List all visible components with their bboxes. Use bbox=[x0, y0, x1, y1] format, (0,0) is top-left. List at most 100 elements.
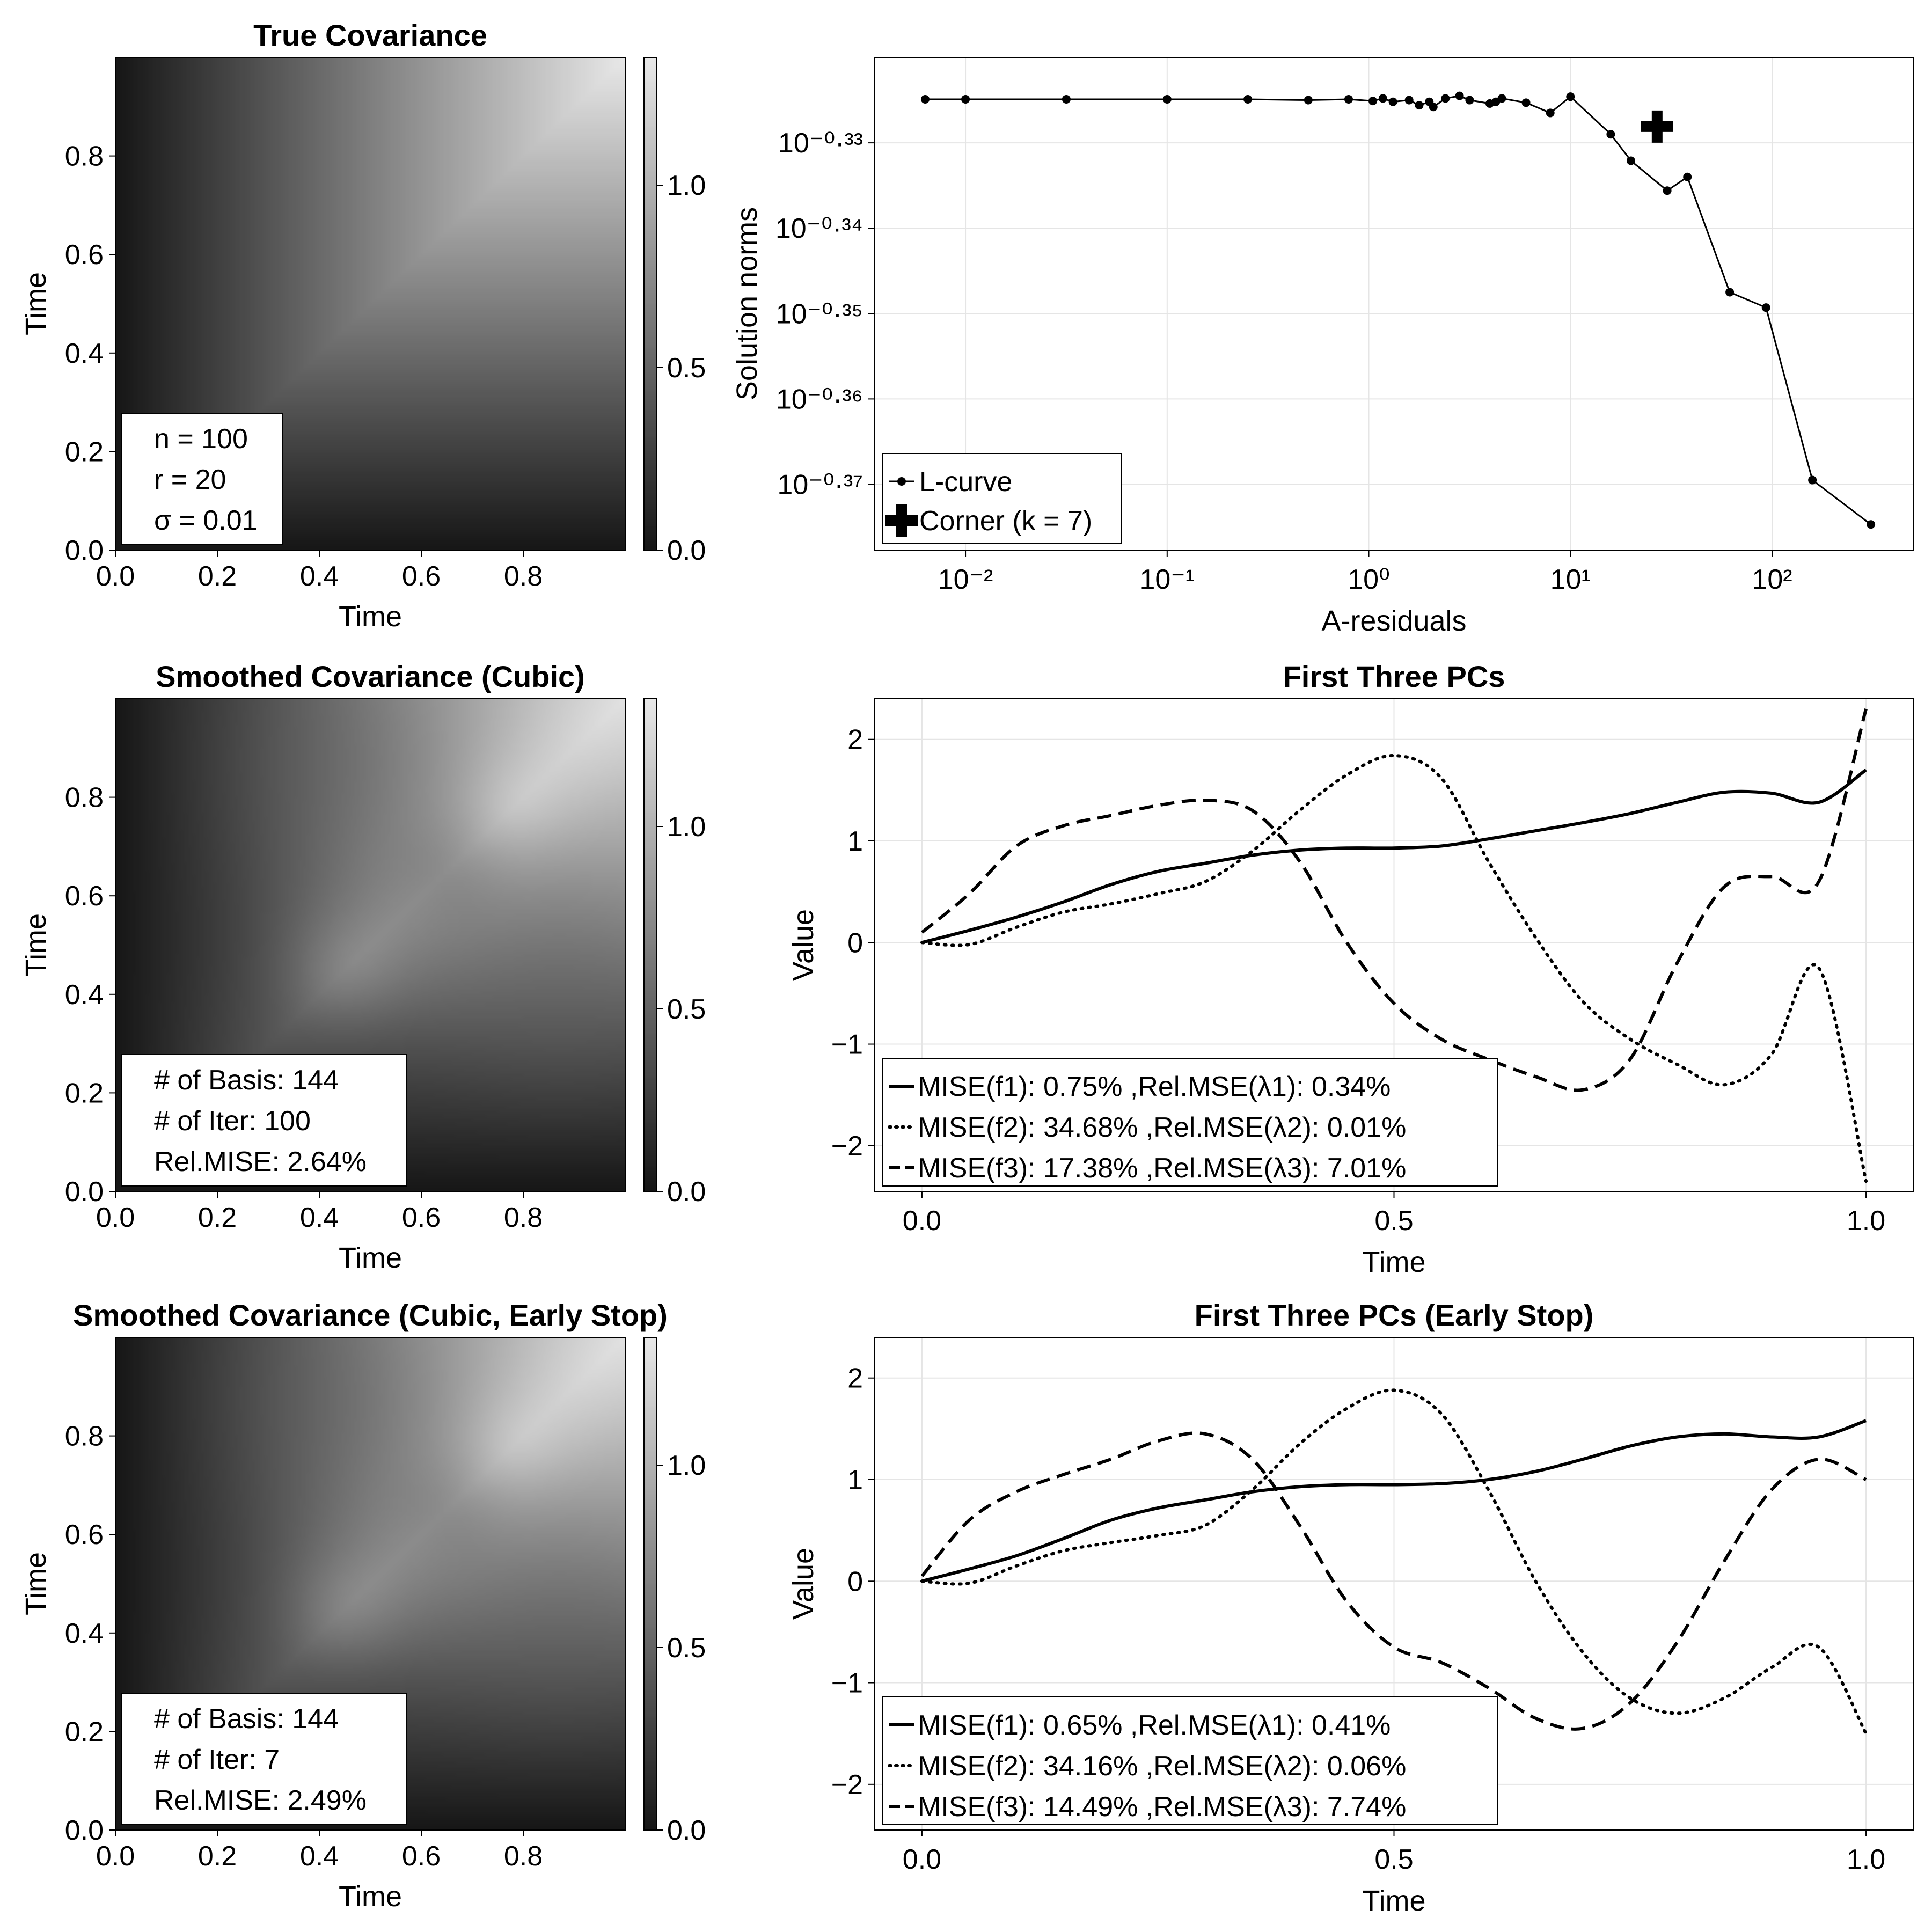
x-tick-label: 0.8 bbox=[504, 1841, 543, 1872]
annotation-text: r = 20 bbox=[154, 464, 226, 495]
panel-title: Smoothed Covariance (Cubic) bbox=[156, 660, 585, 693]
x-tick-label: 0.0 bbox=[903, 1844, 941, 1875]
l-curve-point bbox=[1404, 96, 1414, 105]
legend-label: L-curve bbox=[919, 466, 1012, 497]
x-tick-label: 10⁰ bbox=[1348, 564, 1390, 595]
l-curve-point bbox=[1441, 94, 1450, 103]
legend-label: MISE(f2): 34.16% ,Rel.MSE(λ2): 0.06% bbox=[918, 1751, 1406, 1782]
y-tick-label: 0.4 bbox=[65, 1618, 104, 1649]
l-curve-point bbox=[1344, 94, 1353, 104]
colorbar-tick-label: 1.0 bbox=[667, 811, 706, 843]
l-curve-point bbox=[1388, 97, 1397, 106]
plot-frame bbox=[115, 1337, 626, 1831]
legend-dot-swatch bbox=[897, 477, 906, 486]
x-axis-label: Time bbox=[339, 601, 402, 633]
annotation-text: # of Iter: 100 bbox=[154, 1106, 311, 1137]
annotation-box bbox=[121, 1693, 407, 1825]
colorbar bbox=[644, 57, 656, 550]
annotation-box bbox=[121, 413, 283, 545]
plot-frame bbox=[115, 57, 626, 551]
y-tick-label: −2 bbox=[831, 1769, 863, 1801]
panel-title: First Three PCs (Early Stop) bbox=[1195, 1298, 1594, 1332]
y-tick-label: 0.4 bbox=[65, 979, 104, 1011]
x-tick-label: 1.0 bbox=[1847, 1205, 1885, 1236]
pc-line-f2 bbox=[920, 1388, 1868, 1736]
x-tick-label: 0.4 bbox=[300, 1202, 339, 1233]
legend-box bbox=[882, 453, 1122, 544]
colorbar-frame bbox=[643, 57, 657, 551]
x-tick-label: 0.2 bbox=[198, 1841, 237, 1872]
y-tick-label: 0.0 bbox=[65, 1176, 104, 1208]
l-curve-point bbox=[1162, 94, 1172, 104]
corner-marker bbox=[1641, 110, 1673, 143]
l-curve-point bbox=[1867, 520, 1876, 529]
l-curve-point bbox=[1566, 92, 1575, 101]
panel-title: Smoothed Covariance (Cubic, Early Stop) bbox=[73, 1298, 668, 1332]
l-curve-point bbox=[1485, 99, 1494, 108]
legend-label: MISE(f2): 34.68% ,Rel.MSE(λ2): 0.01% bbox=[918, 1112, 1406, 1143]
annotation-text: # of Basis: 144 bbox=[154, 1703, 339, 1735]
legend-label: MISE(f1): 0.65% ,Rel.MSE(λ1): 0.41% bbox=[918, 1710, 1391, 1741]
l-curve-point bbox=[1243, 94, 1253, 104]
y-tick-label: −2 bbox=[831, 1131, 863, 1162]
colorbar-frame bbox=[643, 698, 657, 1192]
y-tick-label: 0.0 bbox=[65, 535, 104, 566]
plot-frame bbox=[874, 698, 1914, 1192]
y-tick-label: 0 bbox=[847, 1566, 863, 1597]
annotation-text: Rel.MISE: 2.49% bbox=[154, 1785, 367, 1816]
x-tick-label: 10⁻¹ bbox=[1140, 564, 1195, 595]
legend-label: MISE(f3): 14.49% ,Rel.MSE(λ3): 7.74% bbox=[918, 1791, 1406, 1823]
annotation-text: Rel.MISE: 2.64% bbox=[154, 1146, 367, 1177]
y-tick-label: 10⁻⁰·³³ bbox=[778, 128, 863, 159]
x-tick-label: 0.8 bbox=[504, 561, 543, 592]
y-tick-label: 0.8 bbox=[65, 1421, 104, 1452]
colorbar-frame bbox=[643, 1337, 657, 1831]
y-axis-label: Value bbox=[787, 1548, 819, 1620]
colorbar-tick-label: 1.0 bbox=[667, 1450, 706, 1481]
legend-box bbox=[882, 1696, 1498, 1825]
x-axis-label: A-residuals bbox=[1321, 605, 1466, 637]
x-tick-label: 0.6 bbox=[402, 561, 441, 592]
y-axis-label: Value bbox=[787, 909, 819, 981]
x-tick-label: 0.4 bbox=[300, 1841, 339, 1872]
x-tick-label: 0.0 bbox=[96, 561, 135, 592]
y-tick-label: 0.2 bbox=[65, 1078, 104, 1109]
annotation-text: # of Iter: 7 bbox=[154, 1744, 280, 1775]
colorbar-tick-label: 0.0 bbox=[667, 535, 706, 566]
x-tick-label: 10¹ bbox=[1550, 564, 1591, 595]
y-tick-label: 0.6 bbox=[65, 881, 104, 912]
y-tick-label: −1 bbox=[831, 1668, 863, 1699]
y-tick-label: 0.8 bbox=[65, 782, 104, 814]
lcurve-panel: 10⁻² 10⁻¹ 10⁰ 10¹ 10² 10⁻⁰·³³ 10⁻⁰·³⁴ 10⁻⁰·³⁵ 10… bbox=[731, 57, 1914, 637]
l-curve-point bbox=[1626, 156, 1635, 165]
pc-line-f2 bbox=[920, 753, 1868, 1183]
y-tick-label: 0.2 bbox=[65, 436, 104, 467]
pc-line-f1 bbox=[921, 769, 1867, 945]
y-tick-label: 1 bbox=[847, 826, 863, 857]
l-curve-point bbox=[1415, 101, 1424, 110]
l-curve-point bbox=[1425, 97, 1434, 106]
colorbar-tick-label: 0.0 bbox=[667, 1815, 706, 1846]
y-tick-label: 10⁻⁰·³⁶ bbox=[776, 384, 863, 415]
legend-box bbox=[882, 1058, 1498, 1187]
y-tick-label: 0 bbox=[847, 927, 863, 958]
x-tick-label: 0.0 bbox=[96, 1202, 135, 1233]
x-tick-label: 0.2 bbox=[198, 561, 237, 592]
l-curve-point bbox=[961, 94, 970, 104]
x-axis-label: Time bbox=[339, 1880, 402, 1913]
x-tick-label: 10⁻² bbox=[938, 564, 993, 595]
x-tick-label: 0.6 bbox=[402, 1202, 441, 1233]
y-tick-label: 10⁻⁰·³⁵ bbox=[776, 298, 863, 330]
annotation-text: σ = 0.01 bbox=[154, 505, 258, 536]
legend-label: MISE(f1): 0.75% ,Rel.MSE(λ1): 0.34% bbox=[918, 1071, 1391, 1102]
y-tick-label: 0.6 bbox=[65, 239, 104, 270]
x-axis-label: Time bbox=[339, 1242, 402, 1274]
x-tick-label: 0.0 bbox=[903, 1205, 941, 1236]
pc-line-f3 bbox=[920, 1431, 1867, 1731]
x-axis-label: Time bbox=[1363, 1246, 1426, 1278]
l-curve-point bbox=[1304, 96, 1313, 105]
y-tick-label: 0.6 bbox=[65, 1519, 104, 1550]
pc-panel-3: First Three PCs 0.0 0.5 1.0 −2 −1 0 1 2 Time Value… bbox=[787, 660, 1914, 1278]
colorbar-tick-label: 0.5 bbox=[667, 353, 706, 384]
y-axis-label: Time bbox=[20, 1552, 52, 1615]
